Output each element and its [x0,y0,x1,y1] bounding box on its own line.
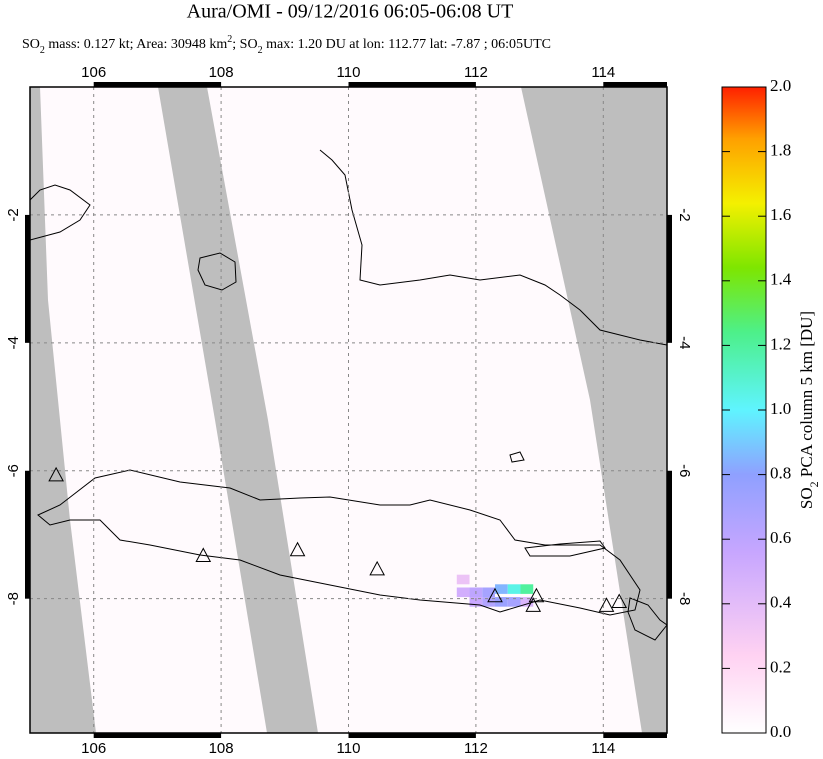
x-tick-label: 108 [209,740,234,757]
no-data-swath [158,87,318,733]
colorbar-tick-label: 2.0 [770,76,791,95]
x-tick-label: 112 [464,64,488,81]
frame-bar [667,214,672,343]
volcano-marker [611,593,628,609]
so2-pixel [482,587,496,598]
frame-bar [348,733,476,738]
frame-bar [603,733,667,738]
so2-pixel [469,597,483,607]
frame-bar [348,82,476,87]
coastline [509,451,525,463]
volcano-marker [369,560,386,576]
frame-bar [93,82,222,87]
colorbar-tick-label: 1.6 [770,205,791,224]
colorbar-tick-label: 0.8 [770,464,791,483]
colorbar-label-part: 2 [807,481,821,487]
y-tick-label: -4 [5,336,22,349]
subtitle-part: 2 [40,45,45,56]
x-tick-label: 112 [464,740,488,757]
y-tick-label: -2 [676,208,693,221]
x-tick-label: 114 [591,64,615,81]
subtitle-part: ; SO [232,37,257,52]
volcano-marker [487,587,503,603]
y-tick-label: -6 [676,464,693,477]
so2-pixel [507,584,521,594]
coastline [30,184,91,241]
subtitle-part: SO [22,37,40,52]
so2-pixel [495,584,508,594]
volcano-marker [289,541,306,557]
y-tick-label: -2 [5,208,22,221]
so2-pixel [507,597,521,607]
so2-pixel [456,587,470,598]
volcano-marker [525,597,542,612]
so2-pixel [520,597,534,607]
volcano-marker [528,587,545,603]
coastline [197,252,237,291]
no-data-swath [30,87,96,733]
x-tick-label: 106 [81,740,106,757]
frame-bar [667,470,672,599]
colorbar-tick-label: 1.2 [770,334,791,353]
subtitle-part: max: 1.20 DU at lon: 112.77 lat: -7.87 ;… [263,37,551,52]
subtitle-part: 2 [258,45,263,56]
frame-bar [93,733,222,738]
map [30,87,667,733]
so2-pixel [520,584,534,594]
y-tick-label: -6 [5,464,22,477]
colorbar-label: SO2 PCA column 5 km [DU] [797,311,821,509]
y-tick-label: -4 [676,336,693,349]
x-tick-label: 106 [81,64,106,81]
y-tick-label: -8 [676,592,693,605]
chart-subtitle: SO2 mass: 0.127 kt; Area: 30948 km2; SO2… [22,34,551,56]
y-tick-label: -8 [5,592,22,605]
colorbar-tick-label: 0.0 [770,722,791,741]
so2-pixel [456,574,470,585]
coastline [524,540,606,557]
volcano-marker [48,466,64,482]
chart-title: Aura/OMI - 09/12/2016 06:05-06:08 UT [187,1,514,23]
colorbar-label-part: SO [797,487,816,509]
colorbar-tick-label: 1.4 [770,270,792,289]
x-tick-label: 110 [337,740,361,757]
colorbar-tick-label: 0.6 [770,528,791,547]
frame-bar [25,214,30,343]
colorbar-tick-label: 1.0 [770,399,791,418]
volcano-marker [195,547,212,562]
subtitle-part: 2 [227,34,232,45]
volcano-marker [598,597,615,612]
subtitle-part: mass: 0.127 kt; Area: 30948 km [45,37,227,52]
x-tick-label: 108 [209,64,234,81]
colorbar-tick-label: 0.4 [770,593,792,612]
frame-bar [25,470,30,599]
x-tick-label: 110 [337,64,361,81]
coastline [627,597,667,641]
colorbar-tick-label: 1.8 [770,141,791,160]
colorbar-label-part: PCA column 5 km [DU] [797,311,816,481]
frame-bar [603,82,667,87]
coastline [319,149,667,346]
colorbar-tick-label: 0.2 [770,657,791,676]
no-data-swath [521,87,667,733]
x-tick-label: 114 [591,740,615,757]
